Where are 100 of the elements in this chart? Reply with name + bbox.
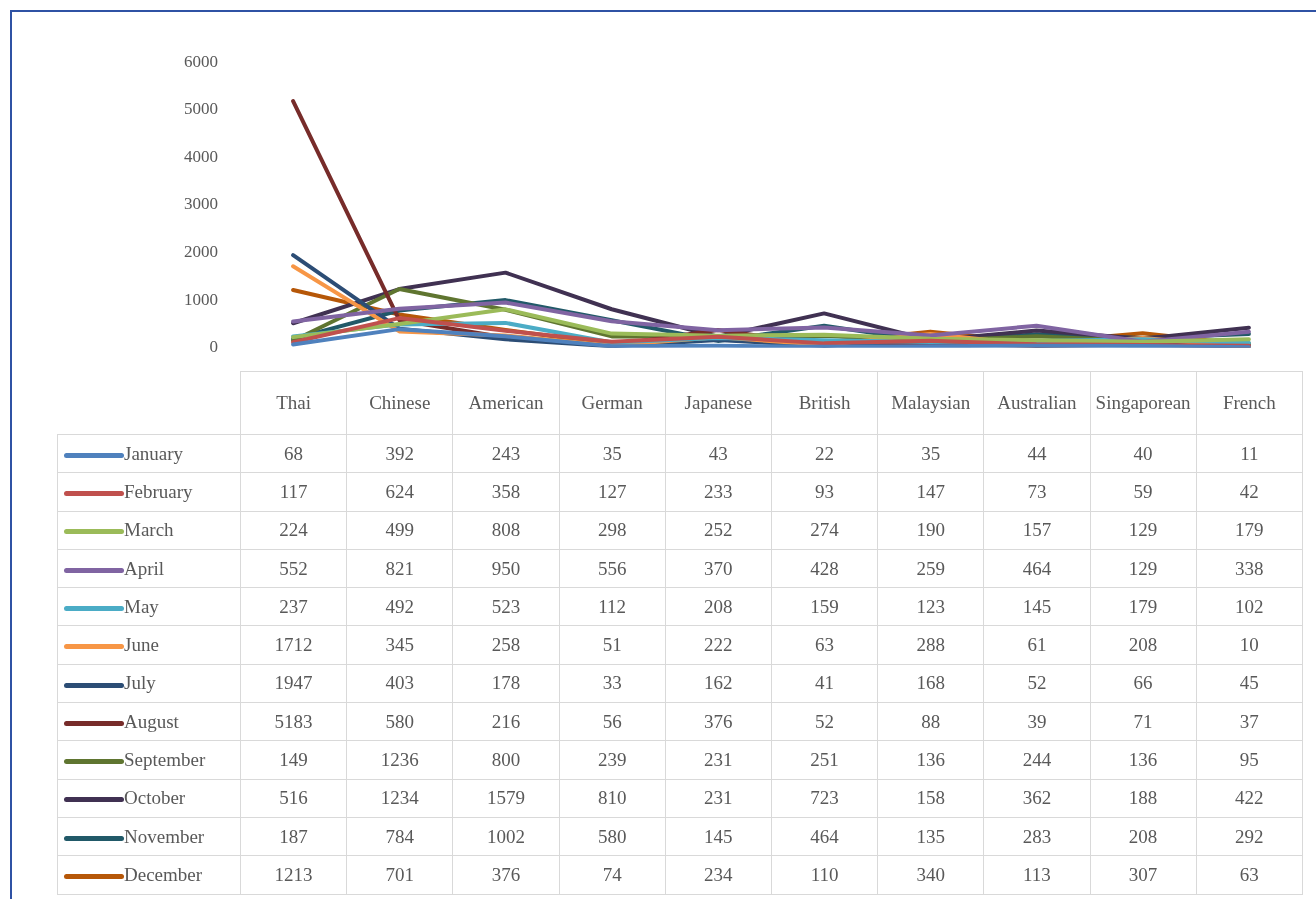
data-label: 392 xyxy=(346,434,453,473)
data-label: 190 xyxy=(877,511,984,550)
data-label: 340 xyxy=(877,855,984,895)
data-label: 464 xyxy=(771,817,878,856)
data-label: 147 xyxy=(877,472,984,512)
data-label: 1002 xyxy=(452,817,560,856)
data-label: 63 xyxy=(771,625,878,665)
y-tick-label: 3000 xyxy=(184,194,218,214)
data-label: 216 xyxy=(452,702,560,741)
x-tick-label: Thai xyxy=(240,371,347,435)
data-label: 43 xyxy=(665,434,772,473)
data-label: 224 xyxy=(240,511,347,550)
data-label: 42 xyxy=(1196,472,1303,512)
data-label: 74 xyxy=(559,855,666,895)
data-label: 298 xyxy=(559,511,666,550)
data-label: 88 xyxy=(877,702,984,741)
data-label: 159 xyxy=(771,587,878,626)
data-label: 33 xyxy=(559,664,666,703)
y-tick-label: 6000 xyxy=(184,51,218,71)
data-label: 1236 xyxy=(346,740,453,780)
x-tick-label: Singaporean xyxy=(1090,371,1197,435)
data-label: 580 xyxy=(559,817,666,856)
y-tick-label: 1000 xyxy=(184,289,218,309)
data-label: 701 xyxy=(346,855,453,895)
data-label: 237 xyxy=(240,587,347,626)
legend-label: January xyxy=(124,442,184,464)
legend-label: September xyxy=(124,749,206,771)
data-label: 22 xyxy=(771,434,878,473)
data-label: 288 xyxy=(877,625,984,665)
x-tick-label: French xyxy=(1196,371,1303,435)
data-label: 1234 xyxy=(346,779,453,818)
data-label: 208 xyxy=(665,587,772,626)
legend-label: March xyxy=(124,519,174,541)
data-label: 117 xyxy=(240,472,347,512)
data-label: 492 xyxy=(346,587,453,626)
data-label: 580 xyxy=(346,702,453,741)
y-tick-label: 5000 xyxy=(184,99,218,119)
data-label: 723 xyxy=(771,779,878,818)
y-tick-label: 0 xyxy=(209,337,218,357)
data-label: 362 xyxy=(983,779,1090,818)
data-label: 251 xyxy=(771,740,878,780)
data-label: 63 xyxy=(1196,855,1303,895)
data-label: 127 xyxy=(559,472,666,512)
data-label: 358 xyxy=(452,472,560,512)
data-label: 112 xyxy=(559,587,666,626)
legend-label: July xyxy=(124,672,156,694)
data-label: 234 xyxy=(665,855,772,895)
data-label: 259 xyxy=(877,549,984,588)
y-tick-label: 2000 xyxy=(184,242,218,262)
data-label: 292 xyxy=(1196,817,1303,856)
data-label: 178 xyxy=(452,664,560,703)
data-label: 179 xyxy=(1196,511,1303,550)
data-label: 95 xyxy=(1196,740,1303,780)
data-label: 149 xyxy=(240,740,347,780)
data-label: 10 xyxy=(1196,625,1303,665)
data-label: 5183 xyxy=(240,702,347,741)
data-label: 110 xyxy=(771,855,878,895)
data-label: 258 xyxy=(452,625,560,665)
data-label: 243 xyxy=(452,434,560,473)
data-label: 135 xyxy=(877,817,984,856)
data-label: 168 xyxy=(877,664,984,703)
data-label: 239 xyxy=(559,740,666,780)
data-label: 145 xyxy=(665,817,772,856)
x-tick-label: Australian xyxy=(983,371,1090,435)
data-label: 274 xyxy=(771,511,878,550)
data-label: 129 xyxy=(1090,511,1197,550)
data-label: 157 xyxy=(983,511,1090,550)
data-label: 208 xyxy=(1090,817,1197,856)
data-label: 56 xyxy=(559,702,666,741)
data-label: 376 xyxy=(665,702,772,741)
data-label: 252 xyxy=(665,511,772,550)
data-label: 39 xyxy=(983,702,1090,741)
x-tick-label: Japanese xyxy=(665,371,772,435)
data-label: 66 xyxy=(1090,664,1197,703)
data-label: 188 xyxy=(1090,779,1197,818)
data-label: 1947 xyxy=(240,664,347,703)
data-label: 35 xyxy=(559,434,666,473)
x-tick-label: British xyxy=(771,371,878,435)
legend-label: October xyxy=(124,787,186,809)
data-label: 516 xyxy=(240,779,347,818)
legend-label: November xyxy=(124,825,205,847)
data-label: 231 xyxy=(665,779,772,818)
data-label: 283 xyxy=(983,817,1090,856)
data-label: 403 xyxy=(346,664,453,703)
data-label: 800 xyxy=(452,740,560,780)
data-label: 376 xyxy=(452,855,560,895)
data-label: 52 xyxy=(771,702,878,741)
data-label: 810 xyxy=(559,779,666,818)
data-label: 113 xyxy=(983,855,1090,895)
data-label: 68 xyxy=(240,434,347,473)
x-tick-label: Malaysian xyxy=(877,371,984,435)
data-label: 158 xyxy=(877,779,984,818)
data-label: 45 xyxy=(1196,664,1303,703)
data-label: 464 xyxy=(983,549,1090,588)
legend-label: June xyxy=(124,634,159,656)
data-label: 93 xyxy=(771,472,878,512)
data-label: 44 xyxy=(983,434,1090,473)
x-tick-label: German xyxy=(559,371,666,435)
data-label: 950 xyxy=(452,549,560,588)
data-label: 123 xyxy=(877,587,984,626)
